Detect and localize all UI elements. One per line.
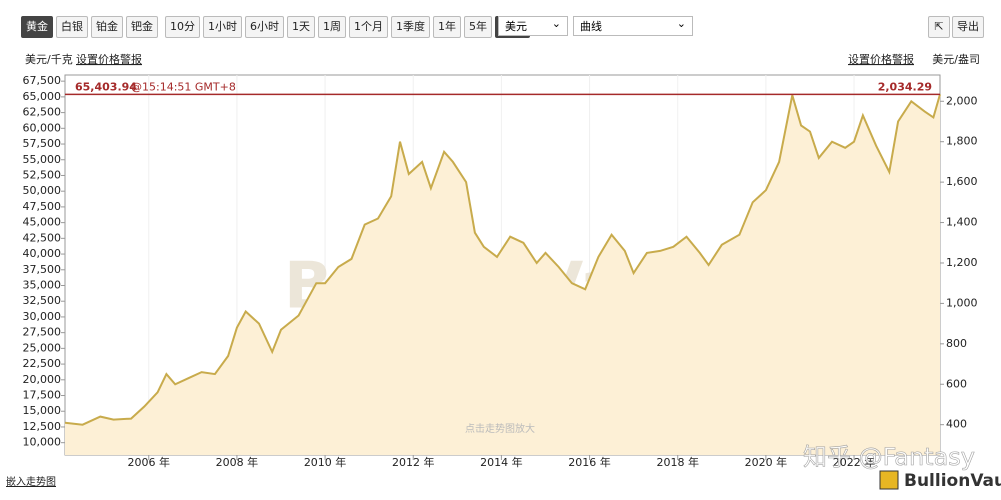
y-tick-label: 30,000 <box>23 310 62 323</box>
toolbar-button[interactable]: 6小时 <box>245 16 284 38</box>
y2-tick-label: 1,000 <box>946 296 978 309</box>
toolbar-button[interactable]: 1周 <box>318 16 346 38</box>
x-tick-label: 2010 年 <box>304 455 347 469</box>
price-label-y2: 2,034.29 <box>878 80 932 93</box>
y-tick-label: 17,500 <box>23 389 62 402</box>
y2-tick-label: 800 <box>946 337 967 350</box>
toolbar-button[interactable]: 白银 <box>56 16 88 38</box>
toolbar-button[interactable]: 1天 <box>287 16 315 38</box>
x-tick-label: 2016 年 <box>568 455 611 469</box>
x-tick-label: 2012 年 <box>392 455 435 469</box>
line <box>64 94 941 426</box>
x-tick-label: 2008 年 <box>216 455 259 469</box>
y-tick-label: 42,500 <box>23 231 62 244</box>
y-tick-label: 45,000 <box>23 216 62 229</box>
y-tick-label: 25,000 <box>23 341 62 354</box>
y-tick-label: 10,000 <box>23 436 62 449</box>
y-tick-label: 37,500 <box>23 263 62 276</box>
y-tick-label: 12,500 <box>23 420 62 433</box>
y-tick-label: 32,500 <box>23 294 62 307</box>
y-tick-label: 60,000 <box>23 121 62 134</box>
x-tick-label: 2022 年 <box>833 455 876 469</box>
y-tick-label: 40,000 <box>23 247 62 260</box>
y2-tick-label: 1,800 <box>946 135 978 148</box>
y-tick-label: 67,500 <box>23 74 62 87</box>
right-alert-link[interactable]: 设置价格警报 <box>848 52 914 66</box>
logo: BullionVault <box>904 471 1001 491</box>
x-tick-label: 2014 年 <box>480 455 523 469</box>
y-tick-label: 57,500 <box>23 137 62 150</box>
zoom-hint: 点击走势图放大 <box>465 422 535 435</box>
toolbar-button[interactable]: 1个月 <box>349 16 388 38</box>
left-alert-link[interactable]: 设置价格警报 <box>76 52 142 66</box>
y-tick-label: 62,500 <box>23 106 62 119</box>
y-tick-label: 52,500 <box>23 168 62 181</box>
y-tick-label: 65,000 <box>23 90 62 103</box>
y-tick-label: 22,500 <box>23 357 62 370</box>
price-time: @15:14:51 GMT+8 <box>131 80 236 93</box>
toolbar-button[interactable]: 5年 <box>464 16 492 38</box>
x-tick-label: 2018 年 <box>656 455 699 469</box>
overlay-watermark: 知乎 @Fantasy <box>803 443 975 471</box>
x-tick-label: 2006 年 <box>128 455 171 469</box>
logo-icon <box>879 470 899 490</box>
y2-tick-label: 2,000 <box>946 94 978 107</box>
toolbar-button[interactable]: 黄金 <box>21 16 53 38</box>
embed-link[interactable]: 嵌入走势图 <box>6 475 56 488</box>
left-unit: 美元/千克 <box>25 53 73 66</box>
popout-button[interactable]: ⇱ <box>928 16 950 38</box>
x-tick-label: 2020 年 <box>745 455 788 469</box>
y-tick-label: 50,000 <box>23 184 62 197</box>
y2-tick-label: 1,200 <box>946 256 978 269</box>
toolbar-button[interactable]: 铂金 <box>91 16 123 38</box>
y-tick-label: 55,000 <box>23 153 62 166</box>
right-unit: 美元/盎司 <box>932 52 980 66</box>
y-tick-label: 35,000 <box>23 278 62 291</box>
toolbar-button[interactable]: 1季度 <box>391 16 430 38</box>
toolbar: 黄金白银铂金钯金10分1小时6小时1天1周1个月1季度1年5年20年 <box>21 16 530 38</box>
y-tick-label: 15,000 <box>23 404 62 417</box>
toolbar-button[interactable]: 钯金 <box>126 16 158 38</box>
y-tick-label: 20,000 <box>23 373 62 386</box>
y2-tick-label: 600 <box>946 377 967 390</box>
toolbar-button[interactable]: 1年 <box>433 16 461 38</box>
area <box>65 94 940 456</box>
y-tick-label: 27,500 <box>23 326 62 339</box>
export-button[interactable]: 导出 <box>952 16 984 38</box>
y-tick-label: 47,500 <box>23 200 62 213</box>
toolbar-button[interactable]: 1小时 <box>203 16 242 38</box>
price-label: 65,403.94 <box>75 80 137 93</box>
y2-tick-label: 1,400 <box>946 216 978 229</box>
y2-tick-label: 1,600 <box>946 175 978 188</box>
currency-select[interactable]: 美元 <box>498 14 568 36</box>
style-select[interactable]: 曲线 <box>573 14 693 36</box>
toolbar-button[interactable]: 10分 <box>165 16 200 38</box>
y2-tick-label: 400 <box>946 418 967 431</box>
